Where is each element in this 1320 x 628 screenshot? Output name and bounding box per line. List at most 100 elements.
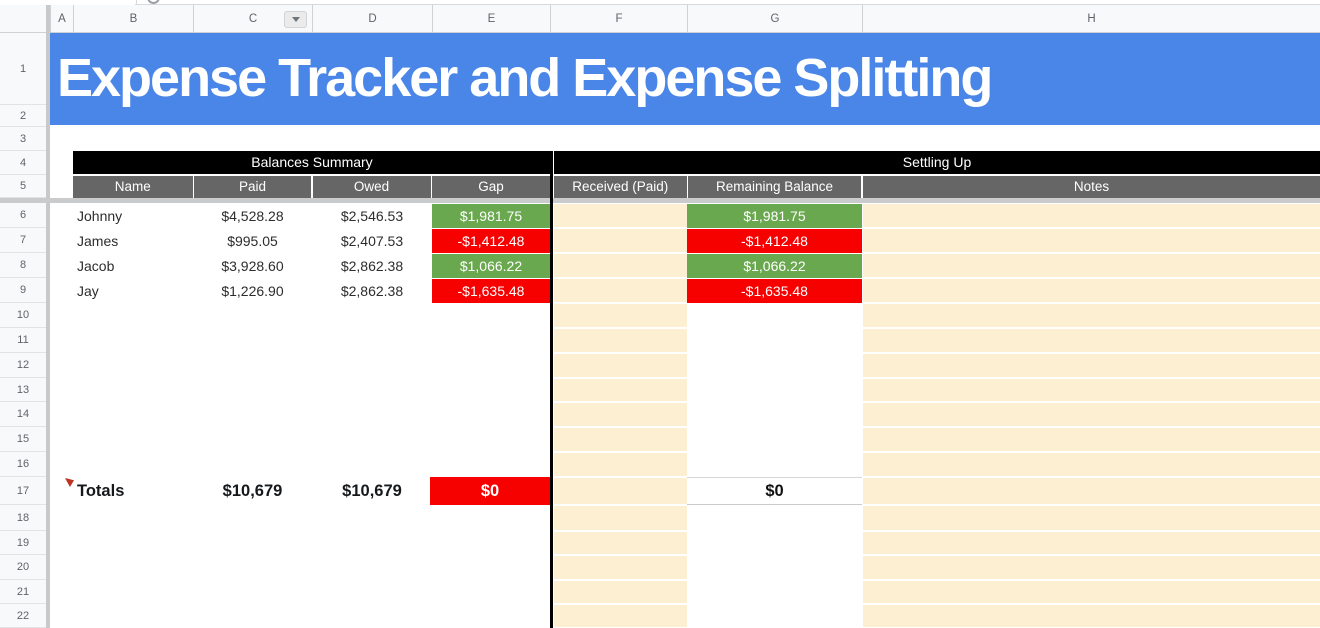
table-header-name[interactable]: Name <box>73 175 193 198</box>
table-header-gap[interactable]: Gap <box>432 175 550 198</box>
cell-paid-row9[interactable]: $1,226.90 <box>221 282 284 299</box>
cell-remaining-row9[interactable]: -$1,635.48 <box>687 278 862 303</box>
row-header-3[interactable]: 3 <box>0 127 46 151</box>
cell-remaining-row7[interactable]: -$1,412.48 <box>687 228 862 253</box>
cell-name-row8[interactable]: Jacob <box>77 257 115 274</box>
title-banner-cell[interactable]: Expense Tracker and Expense Splitting <box>50 33 1320 125</box>
received-column-cell[interactable] <box>554 428 687 451</box>
row-header-15[interactable]: 15 <box>0 427 46 452</box>
row-header-8[interactable]: 8 <box>0 253 46 278</box>
received-column-cell[interactable] <box>554 354 687 377</box>
row-header-14[interactable]: 14 <box>0 402 46 427</box>
row-header-16[interactable]: 16 <box>0 452 46 477</box>
column-header-D[interactable]: D <box>312 5 432 33</box>
received-column-cell[interactable] <box>554 379 687 401</box>
row-header-7[interactable]: 7 <box>0 228 46 253</box>
cell-remaining-row8[interactable]: $1,066.22 <box>687 253 862 278</box>
cell-totals-gap[interactable]: $0 <box>430 477 550 505</box>
received-column-cell[interactable] <box>554 254 687 277</box>
cell-owed-row7[interactable]: $2,407.53 <box>340 232 404 249</box>
notes-column-cell[interactable] <box>863 453 1320 476</box>
column-header-F[interactable]: F <box>550 5 687 33</box>
row-header-22[interactable]: 22 <box>0 604 46 628</box>
row-header-9[interactable]: 9 <box>0 278 46 303</box>
cell-owed-row9[interactable]: $2,862.38 <box>340 282 404 299</box>
row-header-4[interactable]: 4 <box>0 151 46 175</box>
column-header-A[interactable]: A <box>50 5 73 33</box>
received-column-cell[interactable] <box>554 279 687 302</box>
column-header-H[interactable]: H <box>862 5 1320 33</box>
notes-column-cell[interactable] <box>863 605 1320 627</box>
table-header-notes[interactable]: Notes <box>863 175 1320 198</box>
notes-column-cell[interactable] <box>863 254 1320 277</box>
row-header-2[interactable]: 2 <box>0 105 46 127</box>
notes-column-cell[interactable] <box>863 379 1320 401</box>
row-header-1[interactable]: 1 <box>0 33 46 105</box>
table-header-remaining[interactable]: Remaining Balance <box>688 175 861 198</box>
column-header-G[interactable]: G <box>687 5 862 33</box>
section-header-balances-summary[interactable]: Balances Summary <box>73 151 551 174</box>
cell-name-row7[interactable]: James <box>77 232 119 249</box>
row-header-10[interactable]: 10 <box>0 303 46 328</box>
received-column-cell[interactable] <box>554 532 687 554</box>
row-header-6[interactable]: 6 <box>0 203 46 228</box>
notes-column-cell[interactable] <box>863 532 1320 554</box>
table-header-owed[interactable]: Owed <box>312 175 431 198</box>
notes-column-cell[interactable] <box>863 428 1320 451</box>
row-header-21[interactable]: 21 <box>0 580 46 604</box>
column-header-B[interactable]: B <box>73 5 193 33</box>
received-column-cell[interactable] <box>554 605 687 627</box>
notes-column-cell[interactable] <box>863 581 1320 603</box>
notes-column-cell[interactable] <box>863 329 1320 352</box>
cell-paid-row7[interactable]: $995.05 <box>227 232 278 249</box>
received-column-cell[interactable] <box>554 329 687 352</box>
received-column-cell[interactable] <box>554 229 687 252</box>
row-header-12[interactable]: 12 <box>0 353 46 378</box>
received-column-cell[interactable] <box>554 453 687 476</box>
notes-column-cell[interactable] <box>863 204 1320 227</box>
notes-column-cell[interactable] <box>863 304 1320 327</box>
cell-totals-paid[interactable]: $10,679 <box>222 481 283 500</box>
cell-gap-row7[interactable]: -$1,412.48 <box>432 228 550 253</box>
cell-remaining-row6[interactable]: $1,981.75 <box>687 203 862 228</box>
column-header-E[interactable]: E <box>432 5 550 33</box>
notes-column-cell[interactable] <box>863 279 1320 302</box>
frozen-column-divider[interactable] <box>46 5 50 628</box>
column-header-C[interactable]: C <box>193 5 312 33</box>
cell-paid-row8[interactable]: $3,928.60 <box>221 257 284 274</box>
notes-column-cell[interactable] <box>863 229 1320 252</box>
row-header-18[interactable]: 18 <box>0 505 46 531</box>
row-header-19[interactable]: 19 <box>0 531 46 555</box>
row-header-20[interactable]: 20 <box>0 555 46 580</box>
cell-paid-row6[interactable]: $4,528.28 <box>221 207 284 224</box>
received-column-cell[interactable] <box>554 556 687 579</box>
cell-totals-label[interactable]: Totals <box>77 481 125 500</box>
received-column-cell[interactable] <box>554 204 687 227</box>
notes-column-cell[interactable] <box>863 506 1320 530</box>
row-header-5[interactable]: 5 <box>0 175 46 198</box>
notes-column-cell[interactable] <box>863 403 1320 426</box>
section-header-settling-up[interactable]: Settling Up <box>554 151 1320 174</box>
select-all-corner[interactable] <box>0 5 46 33</box>
notes-column-cell[interactable] <box>863 556 1320 579</box>
cell-owed-row8[interactable]: $2,862.38 <box>340 257 404 274</box>
frozen-row-divider[interactable] <box>0 198 1320 203</box>
notes-column-cell[interactable] <box>863 354 1320 377</box>
cell-totals-remaining[interactable]: $0 <box>687 477 862 505</box>
cell-owed-row6[interactable]: $2,546.53 <box>340 207 404 224</box>
table-header-paid[interactable]: Paid <box>194 175 311 198</box>
row-header-13[interactable]: 13 <box>0 378 46 402</box>
received-column-cell[interactable] <box>554 304 687 327</box>
received-column-cell[interactable] <box>554 506 687 530</box>
received-column-cell[interactable] <box>554 581 687 603</box>
cell-totals-owed[interactable]: $10,679 <box>342 481 402 500</box>
note-marker-icon[interactable] <box>65 478 74 487</box>
cell-name-row9[interactable]: Jay <box>77 282 99 299</box>
notes-column-cell[interactable] <box>863 478 1320 504</box>
table-header-received[interactable]: Received (Paid) <box>554 175 687 198</box>
cell-name-row6[interactable]: Johnny <box>77 207 123 224</box>
cell-gap-row9[interactable]: -$1,635.48 <box>432 278 550 303</box>
received-column-cell[interactable] <box>554 403 687 426</box>
row-header-11[interactable]: 11 <box>0 328 46 353</box>
cell-gap-row8[interactable]: $1,066.22 <box>432 253 550 278</box>
